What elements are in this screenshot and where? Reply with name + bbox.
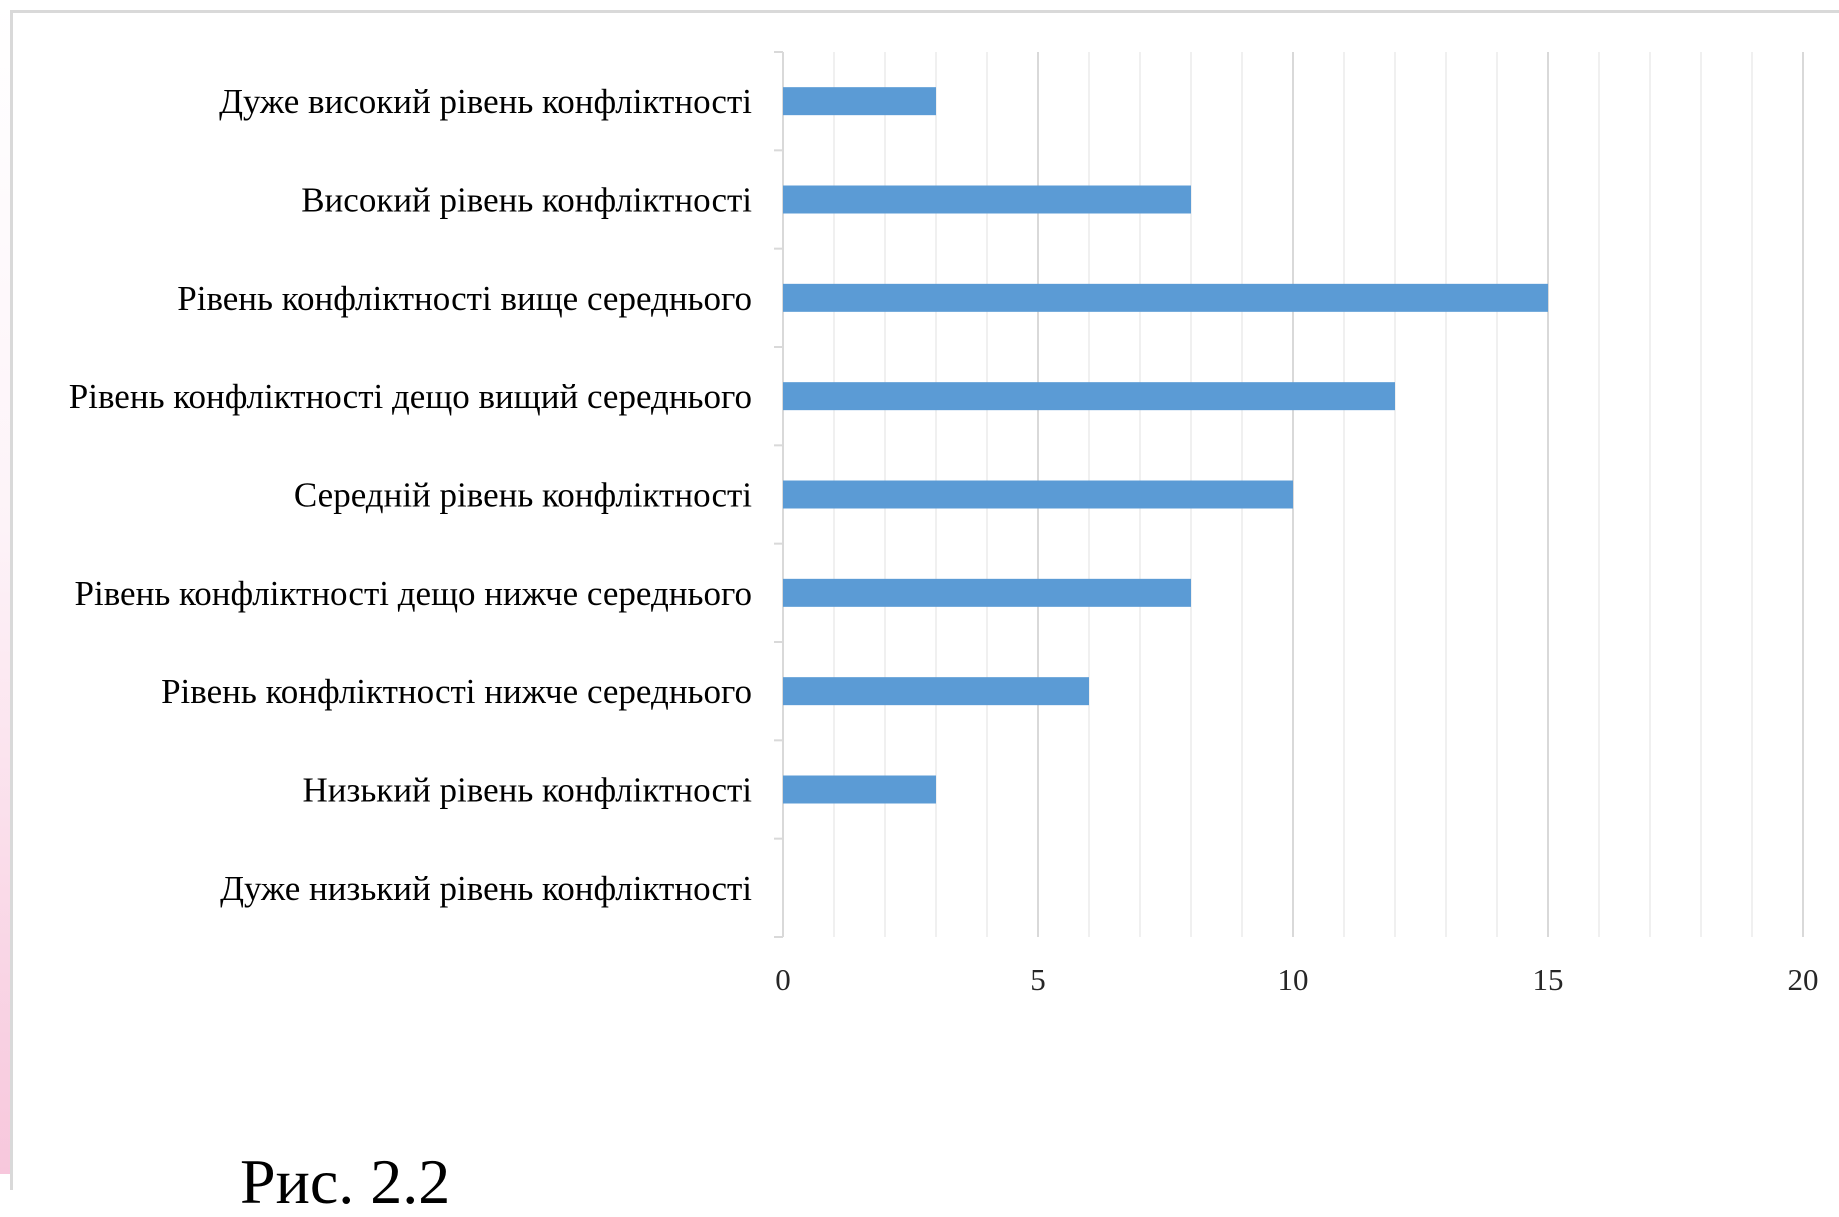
category-label: Високий рівень конфліктності [301,181,752,220]
category-label: Низький рівень конфліктності [303,771,753,810]
figure-caption: Рис. 2.2 [240,1146,451,1217]
category-labels: Дуже високий рівень конфліктності Високий… [69,82,752,908]
bar [783,775,936,804]
page-left-edge [0,0,12,1174]
bars [783,87,1548,804]
bar [783,185,1191,214]
bar [783,382,1395,411]
x-tick-label: 10 [1278,962,1309,997]
category-label: Дуже високий рівень конфліктності [219,82,752,121]
value-axis-tick-labels: 0 5 10 15 20 [775,962,1818,997]
category-label: Рівень конфліктності нижче середнього [161,672,752,711]
x-tick-label: 5 [1030,962,1046,997]
x-tick-label: 0 [775,962,791,997]
category-axis [774,51,784,938]
bar [783,283,1548,312]
category-label: Рівень конфліктності дещо вищий середньо… [69,377,752,416]
bar [783,677,1089,706]
x-tick-label: 15 [1533,962,1564,997]
category-label: Середній рівень конфліктності [294,476,752,515]
category-label: Рівень конфліктності вище середнього [177,279,752,318]
bar [783,480,1293,509]
bar [783,578,1191,607]
category-label: Дуже низький рівень конфліктності [220,869,752,908]
category-label: Рівень конфліктності дещо нижче середньо… [75,574,752,613]
bar-chart: Дуже високий рівень конфліктності Високий… [69,51,1819,997]
x-tick-label: 20 [1788,962,1819,997]
bar [783,87,936,116]
